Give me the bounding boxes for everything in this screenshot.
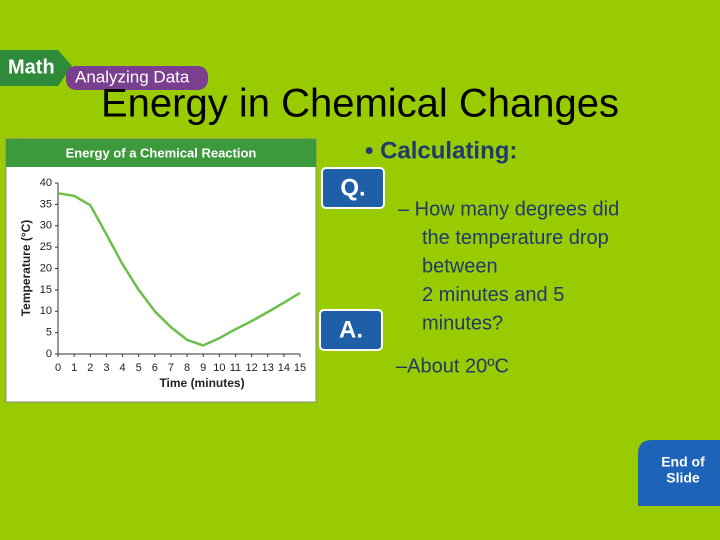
y-tick-label: 15 [40, 284, 52, 296]
question-line: between [422, 255, 498, 277]
x-tick-label: 0 [55, 362, 61, 374]
x-tick-label: 3 [103, 362, 109, 374]
chart-title: Energy of a Chemical Reaction [66, 145, 257, 160]
y-tick-label: 40 [40, 177, 52, 189]
answer: –About 20ºC [396, 355, 509, 377]
chart-title-bar [6, 139, 316, 167]
x-tick-label: 2 [87, 362, 93, 374]
end-button-label[interactable]: Slide [666, 470, 700, 486]
x-tick-label: 1 [71, 362, 77, 374]
question-line: – How many degrees did [398, 198, 619, 220]
tag: Analyzing Data [75, 67, 190, 86]
a-icon [319, 309, 383, 351]
y-tick-label: 20 [40, 262, 52, 274]
end-button-label[interactable]: End of [661, 454, 705, 470]
x-tick-label: 15 [294, 362, 306, 374]
x-axis-label: Time (minutes) [159, 376, 244, 390]
end-button[interactable] [638, 440, 720, 506]
question: – How many degrees did the temperature dr… [398, 198, 619, 334]
data-line [57, 192, 301, 347]
y-tick-label: 30 [40, 220, 52, 232]
tag-shape [66, 66, 208, 90]
x-tick-label: 11 [230, 362, 241, 374]
x-tick-label: 5 [136, 362, 142, 374]
badge-shape [0, 50, 72, 86]
x-tick-label: 12 [245, 362, 257, 374]
x-tick-label: 4 [119, 362, 125, 374]
x-tick-label: 6 [152, 362, 158, 374]
q-label: Q. [340, 174, 365, 201]
bullet: • Calculating: [365, 137, 517, 164]
y-tick-label: 0 [46, 348, 52, 360]
a-label: A. [339, 316, 363, 343]
badge: Math [8, 56, 55, 78]
x-tick-label: 8 [184, 362, 190, 374]
question-line: minutes? [422, 312, 503, 334]
question-line: the temperature drop [422, 227, 609, 249]
x-tick-label: 14 [278, 362, 290, 374]
y-tick-label: 35 [40, 198, 52, 210]
question-line: 2 minutes and 5 [422, 284, 564, 306]
x-tick-label: 10 [213, 362, 225, 374]
y-tick-label: 10 [40, 305, 52, 317]
y-axis-label: Temperature (°C) [19, 220, 33, 317]
y-tick-label: 25 [40, 241, 52, 253]
x-tick-label: 13 [262, 362, 274, 374]
x-tick-label: 7 [168, 362, 174, 374]
x-tick-label: 9 [200, 362, 206, 374]
slide-title: Energy in Chemical Changes [101, 82, 619, 126]
y-tick-label: 5 [46, 327, 52, 339]
q-icon [321, 167, 385, 209]
